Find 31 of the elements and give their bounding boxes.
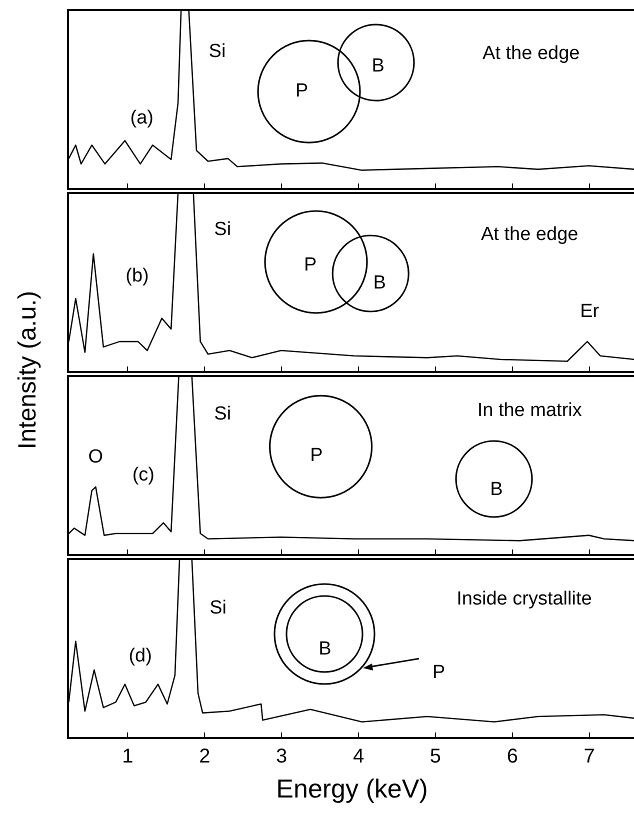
annotation: P xyxy=(310,444,323,466)
annotation: B xyxy=(372,55,384,76)
x-axis-title: Energy (keV) xyxy=(276,774,428,804)
x-tick-label: 7 xyxy=(584,746,595,768)
annotation: P xyxy=(296,80,308,102)
annotation: (a) xyxy=(130,107,154,128)
annotation: (b) xyxy=(126,265,149,286)
annotation: At the edge xyxy=(481,224,578,246)
annotation: Si xyxy=(210,597,226,618)
x-tick-label: 5 xyxy=(430,746,442,768)
y-axis-title: Intensity (a.u.) xyxy=(14,290,42,450)
annotation: P xyxy=(432,662,446,683)
annotation: Si xyxy=(214,404,232,425)
annotation: P xyxy=(304,254,317,276)
annotation: Er xyxy=(580,301,600,322)
x-tick-label: 3 xyxy=(276,746,288,768)
annotation: (d) xyxy=(128,646,152,667)
annotation: O xyxy=(88,446,104,468)
annotation: B xyxy=(490,478,503,500)
annotation: B xyxy=(318,638,332,660)
annotation: Si xyxy=(208,41,226,62)
x-tick-label: 6 xyxy=(506,746,518,768)
annotation: Inside crystallite xyxy=(456,588,592,610)
annotation: Si xyxy=(214,218,232,240)
annotation: (c) xyxy=(132,464,154,486)
x-tick-label: 2 xyxy=(199,746,210,768)
annotation: B xyxy=(373,272,386,294)
annotation: At the edge xyxy=(482,42,580,64)
x-tick-label: 4 xyxy=(352,746,364,768)
annotation: In the matrix xyxy=(477,400,582,422)
x-tick-label: 1 xyxy=(122,746,134,768)
